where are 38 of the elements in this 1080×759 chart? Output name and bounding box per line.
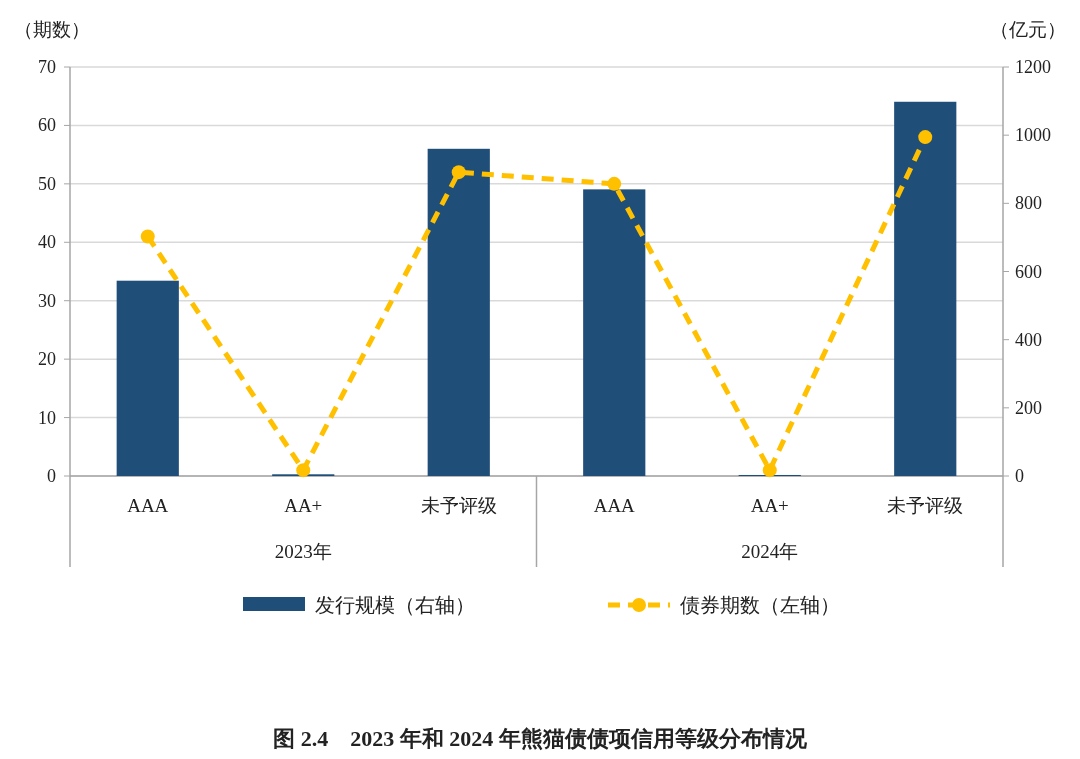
legend-label: 债券期数（左轴） xyxy=(680,594,840,616)
text: 2023年 xyxy=(274,541,332,562)
y2-tick-label: 800 xyxy=(1015,193,1042,214)
y2-tick-label: 600 xyxy=(1015,261,1042,282)
text: 2024年 xyxy=(741,541,799,562)
x-tick-label: 未予评级 xyxy=(420,495,497,516)
x-tick-label: AA+ xyxy=(284,495,323,516)
point xyxy=(296,463,311,478)
y2-tick-label: 0 xyxy=(1015,466,1024,486)
x-tick-label: AA+ xyxy=(750,495,789,516)
y-tick-label: 30 xyxy=(38,290,56,311)
text: 图 2.4 2023 年和 2024 年熊猫债债项信用等级分布情况 xyxy=(273,726,808,751)
y-tick-label: 70 xyxy=(38,57,56,77)
point xyxy=(762,463,777,478)
x-tick-label: AAA xyxy=(127,495,169,516)
x-tick-label: AAA xyxy=(593,495,636,516)
y-tick-label: 60 xyxy=(38,115,56,136)
point xyxy=(918,130,933,145)
y2-tick-label: 200 xyxy=(1015,397,1042,418)
point xyxy=(140,229,155,244)
y2-tick-label: 400 xyxy=(1015,329,1042,350)
bar xyxy=(894,101,957,476)
y-tick-label: 10 xyxy=(38,407,56,428)
x-tick-label: 未予评级 xyxy=(887,495,964,516)
y-tick-label: 50 xyxy=(38,173,56,194)
legend-label: 发行规模（右轴） xyxy=(315,594,475,616)
y2-tick-label: 1000 xyxy=(1015,125,1051,146)
y2-axis-title: （亿元） xyxy=(990,19,1066,40)
point xyxy=(607,176,622,191)
bar xyxy=(583,189,646,476)
bar xyxy=(116,280,179,476)
y-axis-title: （期数） xyxy=(14,19,90,40)
bar xyxy=(427,148,490,476)
y-tick-label: 0 xyxy=(47,466,56,486)
point xyxy=(451,165,466,180)
y-tick-label: 20 xyxy=(38,349,56,370)
y2-tick-label: 1200 xyxy=(1015,57,1051,77)
y-tick-label: 40 xyxy=(38,232,56,253)
